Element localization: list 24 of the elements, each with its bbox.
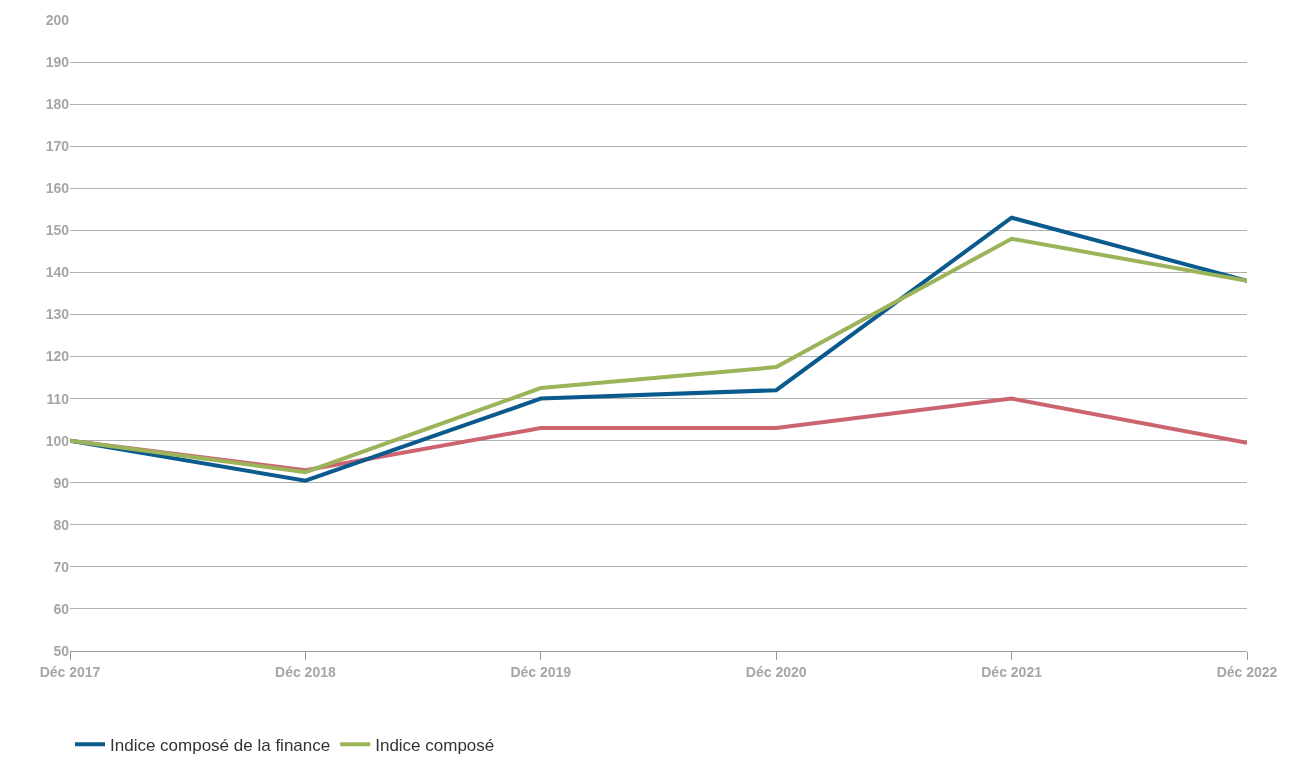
legend-label: Indice composé [375, 735, 495, 755]
y-tick-label: 160 [45, 180, 70, 197]
y-tick-label: 170 [45, 138, 70, 155]
y-tick-label: 130 [45, 306, 70, 323]
y-tick-label: 190 [45, 53, 70, 70]
y-tick-label: 180 [45, 96, 70, 113]
y-tick-label: 140 [45, 264, 70, 281]
y-tick-label: 150 [45, 222, 70, 239]
x-tick-label: Déc 2021 [981, 663, 1043, 680]
y-tick-label: 200 [45, 11, 70, 28]
x-tick-label: Déc 2020 [745, 663, 807, 680]
y-tick-label: 50 [53, 642, 70, 659]
y-tick-label: 70 [53, 558, 70, 575]
y-tick-label: 100 [45, 432, 70, 449]
x-tick-label: Déc 2017 [39, 663, 101, 680]
legend-label: Indice composé de la finance [110, 735, 331, 755]
y-tick-label: 120 [45, 348, 70, 365]
x-tick-label: Déc 2019 [510, 663, 572, 680]
x-tick-label: Déc 2022 [1216, 663, 1278, 680]
y-tick-label: 110 [46, 390, 70, 407]
y-tick-label: 60 [53, 600, 70, 617]
y-tick-label: 90 [53, 474, 70, 491]
x-tick-label: Déc 2018 [275, 663, 336, 680]
y-tick-label: 80 [53, 516, 70, 533]
